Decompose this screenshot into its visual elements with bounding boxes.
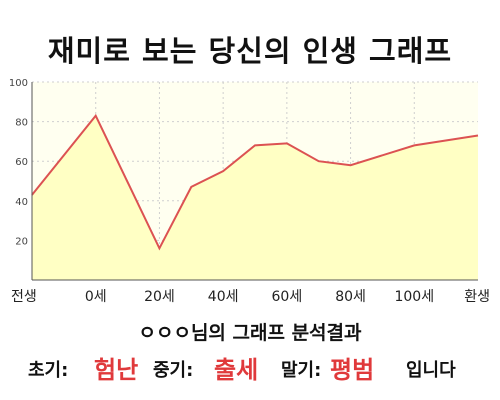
- x-tick-label: 20세: [144, 289, 175, 305]
- x-tick-label: 환생: [464, 289, 490, 305]
- x-tick-label: 전생: [11, 289, 37, 305]
- area-fill: [32, 115, 478, 280]
- x-tick-label: 60세: [272, 289, 303, 305]
- late-value: 평범: [330, 356, 375, 384]
- mid-value: 출세: [214, 356, 259, 384]
- mid-label: 중기:: [153, 360, 194, 381]
- y-tick-label: 60: [15, 157, 28, 168]
- x-tick-label: 80세: [335, 289, 366, 305]
- page-title: 재미로 보는 당신의 인생 그래프: [47, 34, 453, 68]
- x-tick-label: 40세: [208, 289, 239, 305]
- y-tick-label: 20: [15, 236, 28, 247]
- early-value: 험난: [94, 356, 139, 384]
- y-tick-label: 40: [15, 197, 28, 208]
- analysis-result: 초기: 험난 중기: 출세 말기: 평범 입니다: [0, 344, 500, 384]
- x-tick-labels: 전생 0세 20세 40세 60세 80세 100세 환생: [11, 289, 490, 305]
- early-label: 초기:: [28, 360, 69, 381]
- life-graph-chart: 20 40 60 80 100 전생 0세 20세 40세 60세 80세 100세 환생: [9, 78, 490, 305]
- x-tick-label: 100세: [394, 289, 434, 305]
- series-line: [31, 113, 479, 251]
- y-tick-labels: 20 40 60 80 100: [9, 78, 28, 247]
- y-tick-label: 100: [9, 78, 28, 89]
- result-ending: 입니다: [406, 360, 456, 381]
- analysis-summary: ㅇㅇㅇ님의 그래프 분석결과: [138, 322, 362, 344]
- x-tick-label: 0세: [85, 289, 107, 305]
- y-tick-label: 80: [15, 118, 28, 129]
- late-label: 말기:: [281, 360, 322, 381]
